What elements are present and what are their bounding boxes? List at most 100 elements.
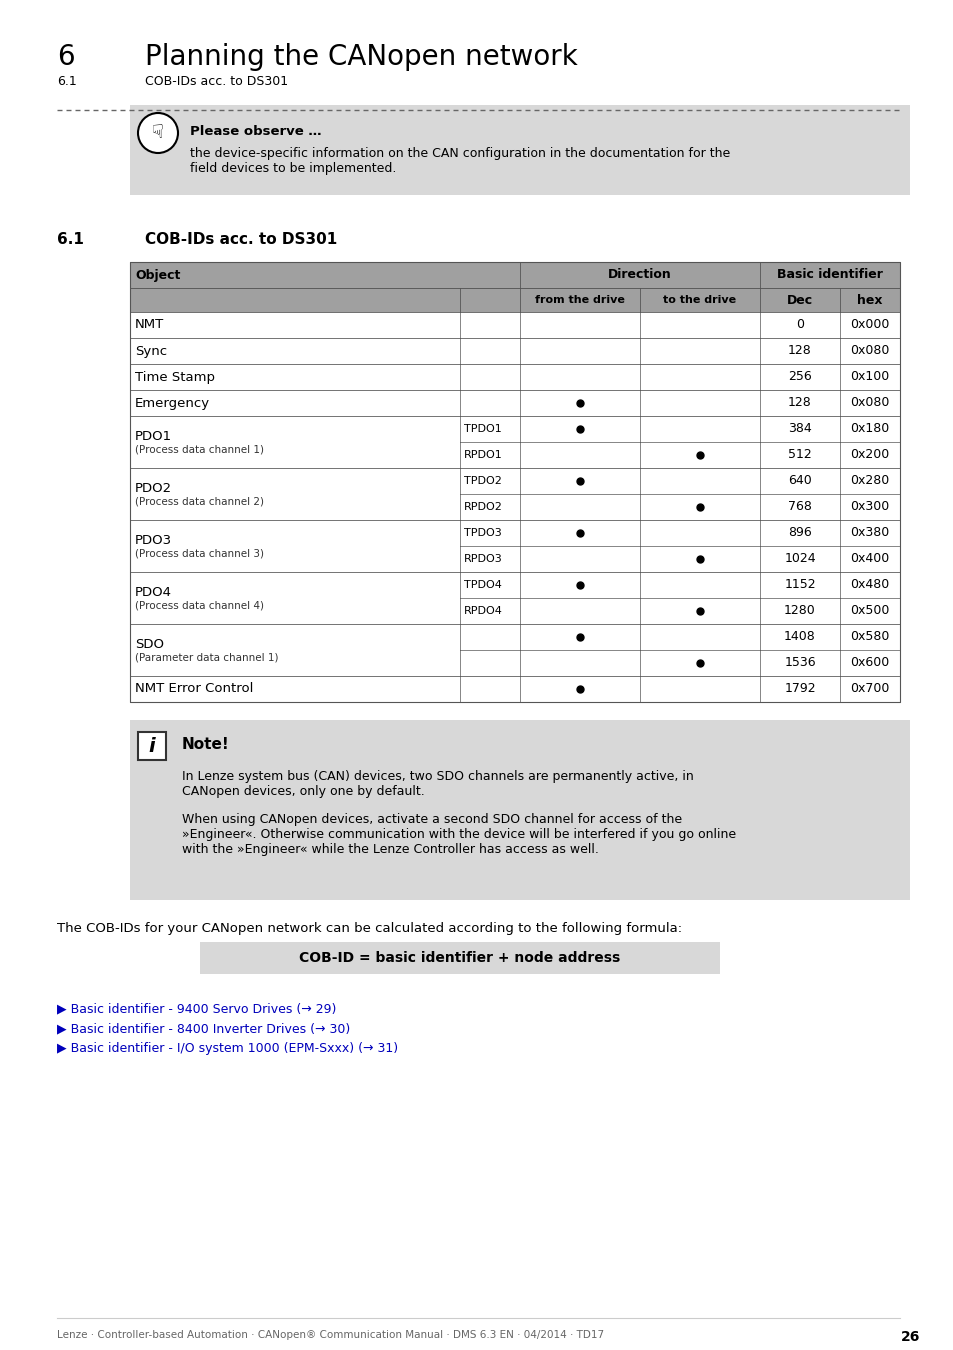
Bar: [130, 262, 899, 702]
Text: 6.1: 6.1: [57, 76, 76, 88]
Bar: [130, 676, 899, 702]
Text: Direction: Direction: [607, 269, 671, 282]
Text: 512: 512: [787, 448, 811, 462]
Text: 640: 640: [787, 474, 811, 487]
Text: from the drive: from the drive: [535, 296, 624, 305]
Circle shape: [138, 113, 178, 153]
Text: to the drive: to the drive: [662, 296, 736, 305]
Text: When using CANopen devices, activate a second SDO channel for access of the: When using CANopen devices, activate a s…: [182, 813, 681, 826]
Text: 128: 128: [787, 344, 811, 358]
Text: PDO4: PDO4: [135, 586, 172, 599]
Text: TPDO2: TPDO2: [463, 477, 501, 486]
Text: Basic identifier: Basic identifier: [777, 269, 882, 282]
Bar: [130, 288, 899, 312]
Text: the device-specific information on the CAN configuration in the documentation fo: the device-specific information on the C…: [190, 147, 729, 161]
Text: 896: 896: [787, 526, 811, 540]
Text: PDO2: PDO2: [135, 482, 172, 495]
Text: 6.1: 6.1: [57, 232, 84, 247]
Bar: [130, 312, 899, 338]
Bar: [130, 416, 899, 468]
Text: 128: 128: [787, 397, 811, 409]
Text: 0x080: 0x080: [849, 397, 889, 409]
Text: COB-IDs acc. to DS301: COB-IDs acc. to DS301: [145, 232, 337, 247]
Bar: [130, 468, 899, 520]
Text: i: i: [149, 737, 155, 756]
Text: ▶ Basic identifier - 9400 Servo Drives (→ 29): ▶ Basic identifier - 9400 Servo Drives (…: [57, 1002, 336, 1015]
Text: 384: 384: [787, 423, 811, 436]
Bar: [138, 732, 166, 760]
Text: 0x380: 0x380: [849, 526, 889, 540]
Text: 0x700: 0x700: [849, 683, 889, 695]
Text: PDO3: PDO3: [135, 535, 172, 548]
Text: RPDO4: RPDO4: [463, 606, 502, 616]
Text: (Parameter data channel 1): (Parameter data channel 1): [135, 653, 278, 663]
Text: NMT: NMT: [135, 319, 164, 332]
Text: with the »Engineer« while the Lenze Controller has access as well.: with the »Engineer« while the Lenze Cont…: [182, 842, 598, 856]
Text: (Process data channel 2): (Process data channel 2): [135, 497, 264, 508]
Text: 1152: 1152: [783, 579, 815, 591]
Text: Planning the CANopen network: Planning the CANopen network: [145, 43, 578, 72]
Text: 0x400: 0x400: [849, 552, 889, 566]
Text: TPDO3: TPDO3: [463, 528, 501, 539]
Text: 0x200: 0x200: [849, 448, 889, 462]
Text: RPDO3: RPDO3: [463, 554, 502, 564]
Text: 0x480: 0x480: [849, 579, 889, 591]
Text: (Process data channel 4): (Process data channel 4): [135, 601, 264, 612]
Text: TPDO4: TPDO4: [463, 580, 501, 590]
Text: 768: 768: [787, 501, 811, 513]
Text: COB-IDs acc. to DS301: COB-IDs acc. to DS301: [145, 76, 288, 88]
Bar: [130, 624, 899, 676]
Text: Time Stamp: Time Stamp: [135, 370, 214, 383]
Text: »Engineer«. Otherwise communication with the device will be interfered if you go: »Engineer«. Otherwise communication with…: [182, 828, 736, 841]
Bar: [130, 572, 899, 624]
Text: 0: 0: [795, 319, 803, 332]
Text: RPDO2: RPDO2: [463, 502, 502, 512]
Text: COB-ID = basic identifier + node address: COB-ID = basic identifier + node address: [299, 950, 620, 965]
Bar: [130, 364, 899, 390]
Text: (Process data channel 1): (Process data channel 1): [135, 446, 264, 455]
Text: 0x180: 0x180: [849, 423, 889, 436]
Text: 6: 6: [57, 43, 74, 72]
Text: SDO: SDO: [135, 639, 164, 652]
Text: ▶ Basic identifier - 8400 Inverter Drives (→ 30): ▶ Basic identifier - 8400 Inverter Drive…: [57, 1022, 350, 1035]
Text: Sync: Sync: [135, 344, 167, 358]
Text: 1024: 1024: [783, 552, 815, 566]
Text: 0x300: 0x300: [849, 501, 889, 513]
Bar: [130, 105, 909, 194]
Text: In Lenze system bus (CAN) devices, two SDO channels are permanently active, in: In Lenze system bus (CAN) devices, two S…: [182, 769, 693, 783]
Text: CANopen devices, only one by default.: CANopen devices, only one by default.: [182, 784, 424, 798]
Text: 1536: 1536: [783, 656, 815, 670]
Text: 1408: 1408: [783, 630, 815, 644]
Text: 0x600: 0x600: [849, 656, 889, 670]
Text: ☟: ☟: [152, 123, 164, 143]
Text: Object: Object: [135, 269, 180, 282]
Text: Note!: Note!: [182, 737, 230, 752]
Text: 0x000: 0x000: [849, 319, 889, 332]
Bar: [130, 720, 909, 900]
Text: Dec: Dec: [786, 293, 812, 306]
Text: PDO1: PDO1: [135, 431, 172, 444]
Text: 0x080: 0x080: [849, 344, 889, 358]
Text: 26: 26: [900, 1330, 919, 1345]
Bar: [130, 338, 899, 364]
Bar: [130, 262, 899, 288]
Text: TPDO1: TPDO1: [463, 424, 501, 433]
Text: Emergency: Emergency: [135, 397, 210, 409]
Text: NMT Error Control: NMT Error Control: [135, 683, 253, 695]
Bar: [130, 520, 899, 572]
Text: (Process data channel 3): (Process data channel 3): [135, 549, 264, 559]
Text: ▶ Basic identifier - I/O system 1000 (EPM-Sxxx) (→ 31): ▶ Basic identifier - I/O system 1000 (EP…: [57, 1042, 397, 1054]
Text: 0x500: 0x500: [849, 605, 889, 617]
Bar: [130, 390, 899, 416]
Text: 0x580: 0x580: [849, 630, 889, 644]
Text: RPDO1: RPDO1: [463, 450, 502, 460]
Text: Please observe …: Please observe …: [190, 126, 321, 138]
Text: 256: 256: [787, 370, 811, 383]
Text: The COB-IDs for your CANopen network can be calculated according to the followin: The COB-IDs for your CANopen network can…: [57, 922, 681, 936]
Text: hex: hex: [857, 293, 882, 306]
Text: Lenze · Controller-based Automation · CANopen® Communication Manual · DMS 6.3 EN: Lenze · Controller-based Automation · CA…: [57, 1330, 603, 1341]
Bar: [200, 942, 720, 973]
Text: 1280: 1280: [783, 605, 815, 617]
Text: 0x100: 0x100: [849, 370, 889, 383]
Text: 1792: 1792: [783, 683, 815, 695]
